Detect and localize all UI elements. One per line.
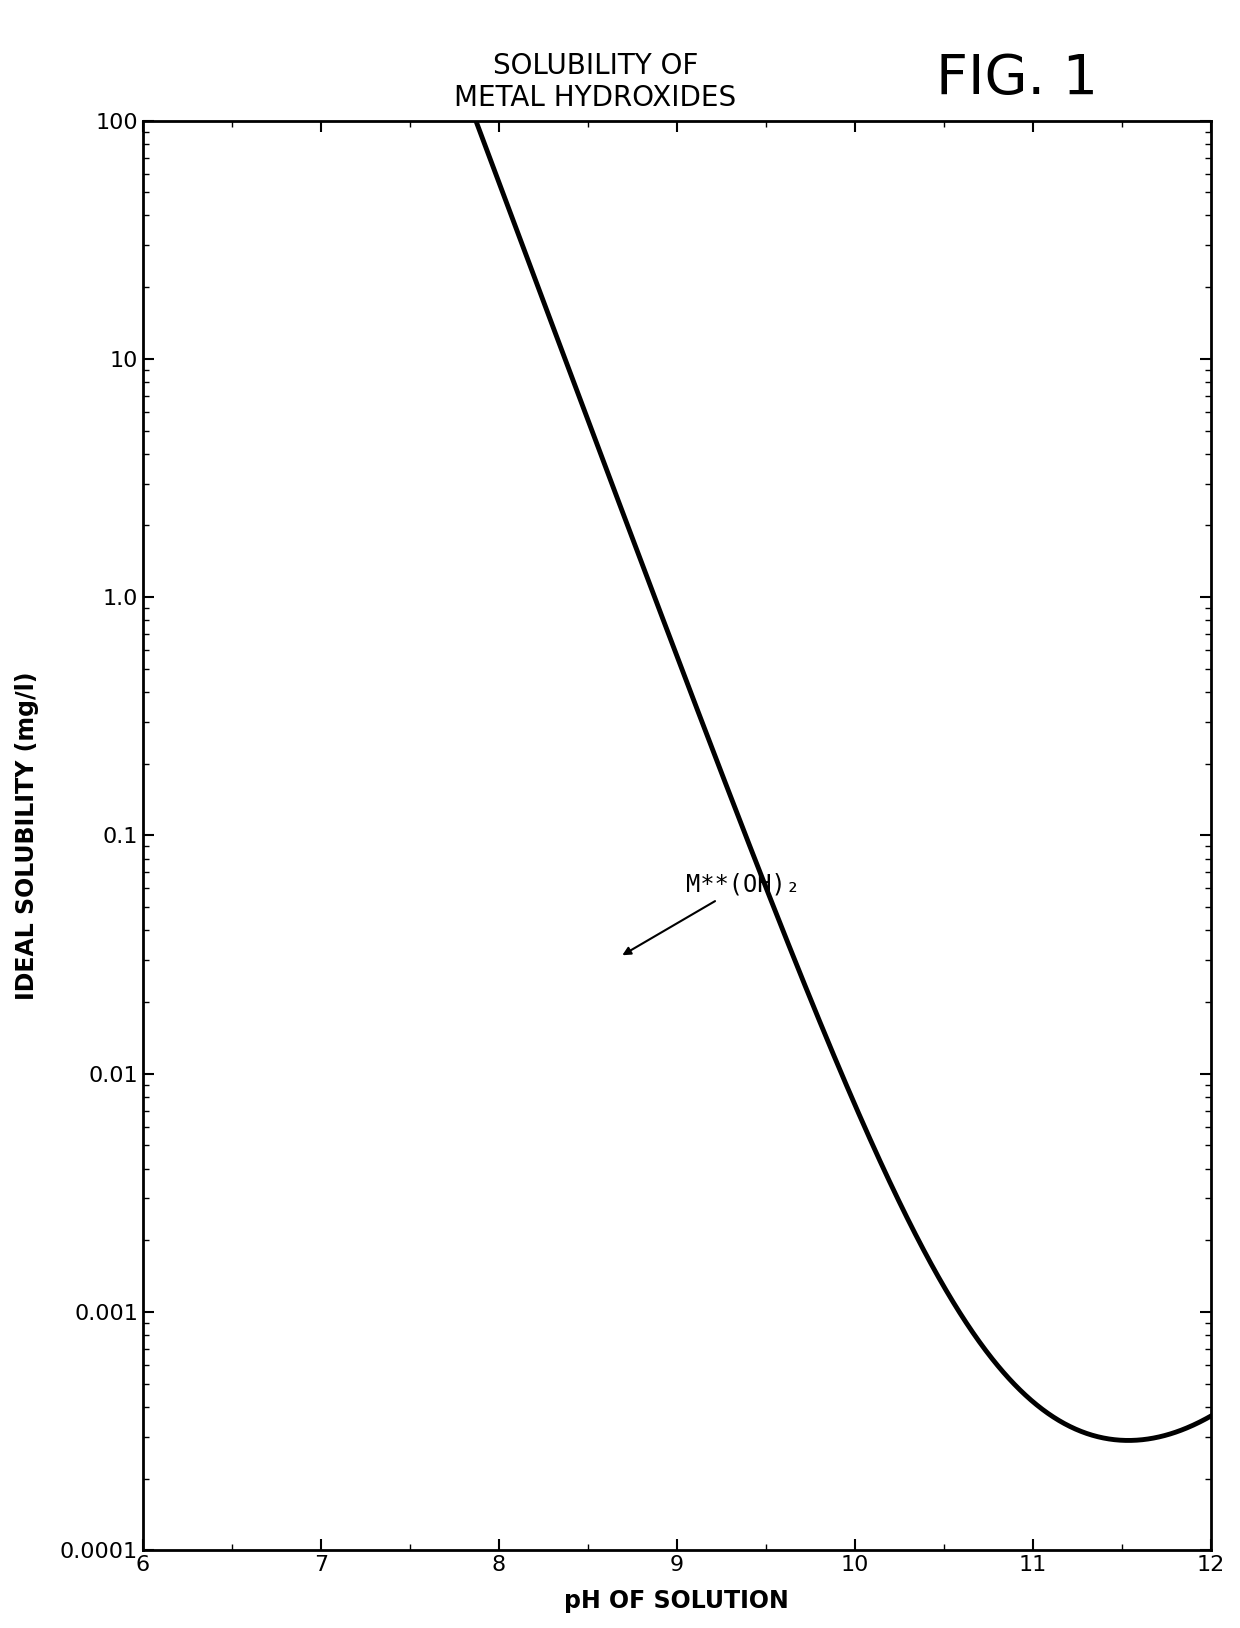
Text: SOLUBILITY OF
METAL HYDROXIDES: SOLUBILITY OF METAL HYDROXIDES — [454, 52, 737, 112]
X-axis label: pH OF SOLUTION: pH OF SOLUTION — [564, 1589, 789, 1613]
Y-axis label: IDEAL SOLUBILITY (mg/l): IDEAL SOLUBILITY (mg/l) — [15, 671, 38, 1000]
Text: FIG. 1: FIG. 1 — [936, 52, 1097, 106]
Text: M**(OH)₂: M**(OH)₂ — [624, 873, 800, 954]
